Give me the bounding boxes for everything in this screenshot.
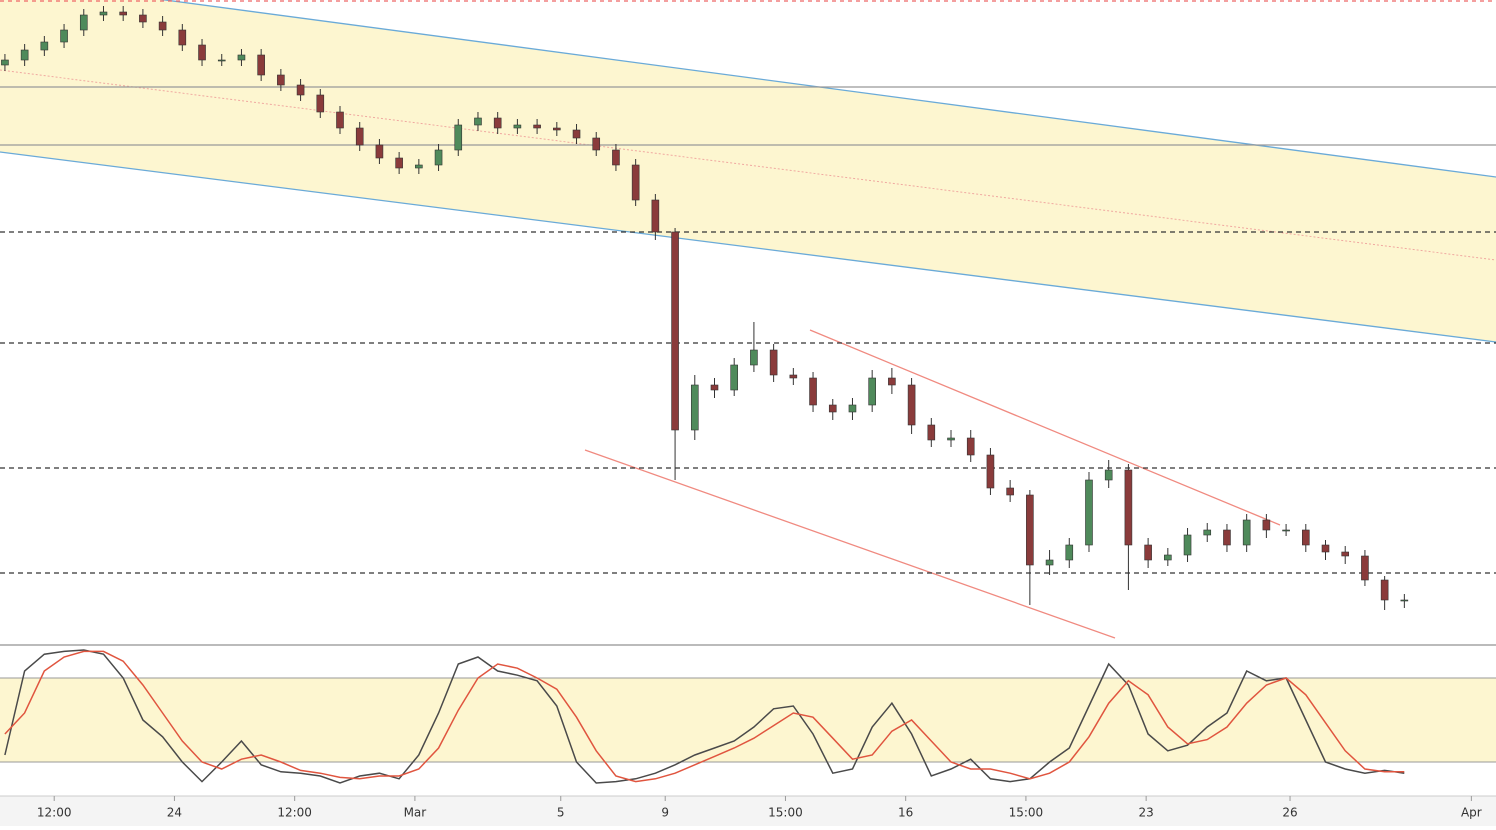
candle-body (513, 124, 522, 129)
x-tick-label: 23 (1139, 806, 1154, 820)
candle-body (1104, 469, 1113, 481)
x-tick-label: 15:00 (768, 806, 803, 820)
candle-body (1361, 555, 1369, 581)
candle-body (60, 29, 68, 43)
candle-body (553, 127, 561, 131)
candle-body (612, 149, 620, 166)
regression-channel-fill (0, 0, 1496, 342)
candle-body (1124, 469, 1133, 546)
x-tick-label: Apr (1461, 806, 1482, 820)
candle-body (1400, 599, 1409, 602)
candle-body (1144, 544, 1152, 561)
candle-body (533, 124, 541, 129)
candle-body (198, 44, 206, 61)
candle-body (710, 384, 719, 391)
candle-body (1183, 534, 1192, 556)
candle-body (907, 384, 916, 426)
candle-body (454, 124, 463, 151)
x-tick-label: 12:00 (37, 806, 72, 820)
channel-bottom (0, 151, 1496, 343)
x-tick-label: 5 (557, 806, 565, 820)
candle-body (631, 164, 640, 201)
candle-body (158, 21, 167, 31)
channel-center (0, 69, 1496, 261)
candle-body (1203, 529, 1212, 536)
trend-line-top (809, 329, 1281, 526)
candle-body (690, 384, 699, 431)
candle-body (336, 111, 344, 129)
candle-body (139, 14, 147, 23)
stochastic-line (4, 650, 1405, 783)
candle-body (1262, 519, 1271, 531)
candle-body (828, 404, 837, 413)
candle-body (1242, 519, 1251, 546)
candle-body (178, 29, 187, 46)
candle-body (966, 437, 975, 456)
x-tick-label: 26 (1282, 806, 1297, 820)
candle-body (474, 117, 482, 126)
candle-body (1282, 529, 1290, 532)
candle-body (395, 157, 403, 169)
candle-body (868, 377, 876, 406)
candle-body (40, 41, 49, 51)
candle-body (375, 144, 384, 159)
candle-body (572, 129, 581, 139)
candle-body (947, 437, 955, 441)
candle-body (99, 11, 108, 16)
candle-body (79, 14, 88, 31)
candle-body (257, 54, 265, 76)
candle-body (1341, 551, 1350, 557)
candle-body (1164, 554, 1172, 561)
candle-body (769, 349, 778, 376)
candle-body (809, 377, 817, 406)
candle-body (237, 54, 246, 61)
overbought-oversold-band (0, 678, 1496, 762)
candle-body (1085, 479, 1093, 546)
channel-top (160, 0, 1496, 178)
candle-body (592, 137, 601, 151)
candle-body (1045, 559, 1054, 566)
candle-body (848, 404, 857, 413)
candle-body (277, 74, 285, 86)
candle-body (434, 149, 443, 166)
x-tick-label: 15:00 (1009, 806, 1044, 820)
candle-body (730, 364, 739, 391)
candle-body (316, 94, 325, 113)
candle-body (1006, 487, 1014, 496)
x-tick-label: Mar (404, 806, 427, 820)
candle-body (20, 49, 29, 61)
candle-body (1223, 529, 1231, 546)
candle-body (296, 84, 305, 96)
candle-body (789, 374, 798, 379)
candle-body (927, 424, 936, 441)
candle-body (651, 199, 660, 233)
x-tick-label: 16 (898, 806, 913, 820)
candle-body (493, 117, 502, 129)
candle-body (355, 127, 364, 146)
candle-body (1026, 494, 1034, 566)
candle-body (750, 349, 758, 366)
candle-body (119, 11, 127, 16)
candle-body (1, 59, 9, 66)
x-axis-strip (0, 796, 1496, 826)
x-tick-label: 24 (167, 806, 182, 820)
x-tick-label: 9 (661, 806, 669, 820)
candle-body (1380, 579, 1389, 601)
x-tick-label: 12:00 (277, 806, 312, 820)
candle-body (415, 164, 423, 169)
stochastic-line (4, 649, 1405, 784)
candle-body (671, 231, 679, 431)
candle-body (1065, 544, 1074, 561)
candle-body (217, 59, 226, 62)
trend-line-bottom (584, 449, 1116, 639)
candle-body (1301, 529, 1310, 546)
candle-body (888, 377, 896, 386)
candle-body (1321, 544, 1330, 553)
candle-body (986, 454, 995, 489)
